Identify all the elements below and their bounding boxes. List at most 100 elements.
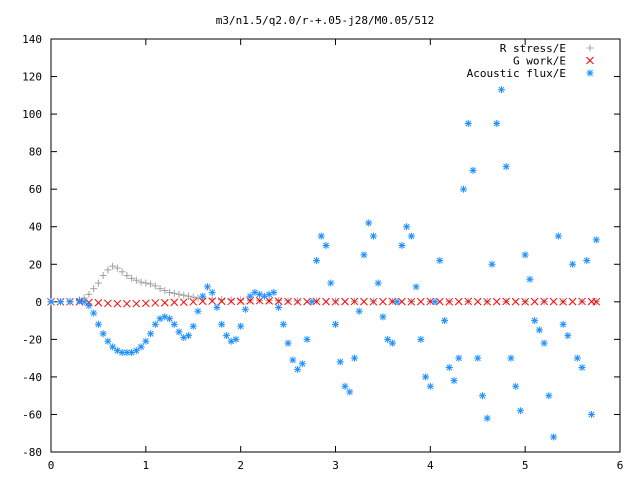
data-point — [384, 335, 392, 343]
data-point — [526, 275, 534, 283]
data-point — [218, 320, 226, 328]
data-point — [346, 388, 354, 396]
data-point — [203, 283, 211, 291]
data-point — [540, 297, 548, 306]
data-point — [554, 232, 562, 240]
data-point — [166, 315, 174, 323]
data-point — [113, 299, 122, 308]
y-tick-label: -80 — [22, 446, 42, 459]
data-point — [104, 337, 112, 345]
data-point — [497, 86, 505, 94]
data-point — [161, 287, 169, 295]
data-point — [388, 339, 396, 347]
data-point — [270, 288, 278, 296]
data-point — [374, 279, 382, 287]
data-point — [137, 343, 145, 351]
data-point — [360, 251, 368, 259]
data-point — [104, 299, 112, 308]
data-point — [530, 297, 539, 306]
data-point — [151, 320, 159, 328]
data-point — [175, 328, 183, 336]
data-point — [507, 354, 515, 362]
data-point — [109, 262, 117, 270]
data-point — [241, 305, 249, 313]
data-point — [332, 320, 339, 328]
data-point — [279, 320, 287, 328]
data-point — [416, 297, 425, 306]
data-point — [559, 320, 567, 328]
series-1 — [47, 296, 601, 308]
data-point — [355, 307, 363, 315]
data-point — [132, 299, 141, 308]
data-point — [94, 320, 102, 328]
data-point — [147, 330, 155, 338]
y-tick-label: 100 — [22, 108, 42, 121]
data-point — [289, 356, 297, 364]
data-point — [179, 298, 188, 307]
data-point — [85, 302, 93, 310]
data-point — [559, 297, 567, 306]
data-point — [492, 297, 501, 306]
data-point — [379, 313, 387, 321]
data-point — [275, 303, 283, 311]
data-point — [175, 290, 183, 298]
y-tick-label: 140 — [22, 33, 42, 46]
data-point — [493, 119, 501, 127]
data-point — [317, 232, 325, 240]
data-point — [218, 296, 226, 304]
legend-marker — [586, 69, 594, 77]
data-point — [431, 298, 439, 306]
data-point — [568, 297, 577, 306]
data-point — [293, 297, 302, 306]
data-point — [327, 279, 335, 287]
data-point — [166, 288, 174, 296]
data-point — [237, 322, 245, 330]
data-point — [208, 297, 217, 305]
legend-label: Acoustic flux/E — [467, 67, 566, 80]
series-2 — [47, 86, 600, 441]
data-point — [90, 285, 98, 293]
data-point — [516, 407, 524, 415]
data-point — [236, 297, 245, 306]
data-point — [123, 272, 131, 280]
data-point — [156, 285, 164, 293]
data-point — [549, 297, 558, 306]
data-point — [550, 433, 558, 441]
data-point — [141, 299, 150, 308]
data-point — [208, 288, 216, 296]
data-point — [336, 358, 344, 366]
data-point — [511, 297, 520, 306]
data-point — [118, 268, 126, 276]
data-point — [185, 332, 193, 340]
data-point — [94, 298, 103, 307]
data-point — [123, 299, 131, 308]
data-point — [535, 326, 543, 334]
data-point — [99, 272, 107, 280]
series-layer — [47, 86, 601, 441]
axes: 0 1 2 3 4 5 6 -80 -60 -40 -20 0 20 40 60 80 100 120 140 — [22, 33, 623, 472]
data-point — [137, 278, 145, 286]
data-point — [474, 354, 482, 362]
y-tick-label: 40 — [29, 221, 42, 234]
data-point — [455, 354, 463, 362]
data-point — [274, 297, 283, 306]
data-point — [303, 335, 311, 343]
data-point — [331, 297, 340, 306]
y-tick-label: 20 — [29, 258, 42, 271]
data-point — [483, 297, 492, 306]
data-point — [592, 297, 601, 306]
data-point — [564, 332, 572, 340]
data-point — [417, 335, 425, 343]
legend-marker — [586, 44, 594, 52]
data-point — [170, 320, 178, 328]
data-point — [502, 163, 510, 171]
data-point — [583, 257, 591, 265]
data-point — [350, 297, 359, 306]
data-point — [80, 298, 88, 306]
data-point — [478, 392, 486, 400]
data-point — [450, 377, 458, 385]
data-point — [512, 382, 520, 390]
data-point — [578, 364, 586, 372]
